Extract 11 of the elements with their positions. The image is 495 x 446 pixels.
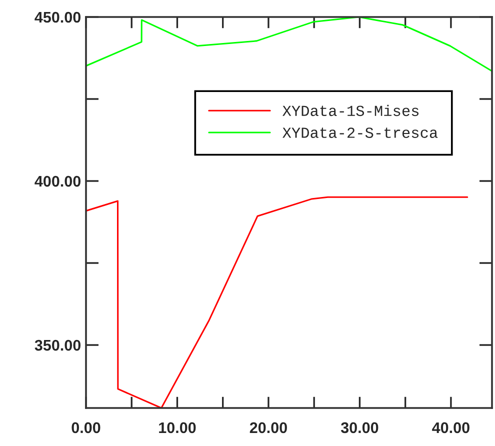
- legend-label: XYData-2-S-tresca: [282, 128, 438, 138]
- x-tick-label: 30.00: [340, 422, 378, 434]
- legend-label: XYData-1S-Mises: [282, 104, 419, 116]
- y-tick-label: 450.00: [34, 12, 81, 23]
- x-tick-label: 0.00: [72, 422, 100, 434]
- x-tick-label: 40.00: [432, 422, 470, 434]
- x-tick-label: 10.00: [159, 422, 196, 434]
- y-tick-label: 400.00: [34, 176, 81, 187]
- x-tick-label: 20.00: [250, 422, 287, 434]
- y-tick-label: 350.00: [34, 340, 81, 351]
- line-series: [86, 196, 468, 408]
